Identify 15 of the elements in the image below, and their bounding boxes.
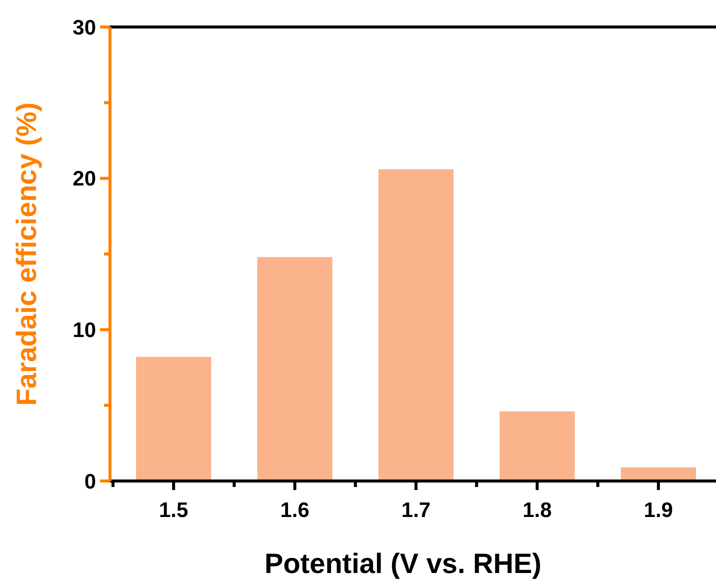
x-tick-label: 1.5	[159, 499, 189, 522]
bar	[257, 257, 332, 481]
y-tick-label: 30	[72, 16, 96, 40]
y-tick-label: 10	[72, 319, 96, 342]
x-axis-title: Potential (V vs. RHE)	[264, 548, 542, 579]
bar	[500, 411, 575, 481]
x-tick-label: 1.8	[522, 499, 552, 522]
y-axis-title: Faradaic efficiency (%)	[11, 102, 42, 406]
x-tick-label: 1.9	[644, 499, 673, 522]
y-tick-label: 20	[72, 168, 96, 191]
bar	[378, 169, 454, 481]
bar	[136, 356, 212, 481]
x-tick-label: 1.6	[280, 499, 310, 522]
x-tick-label: 1.7	[401, 499, 431, 522]
y-tick-label: 0	[84, 470, 96, 494]
